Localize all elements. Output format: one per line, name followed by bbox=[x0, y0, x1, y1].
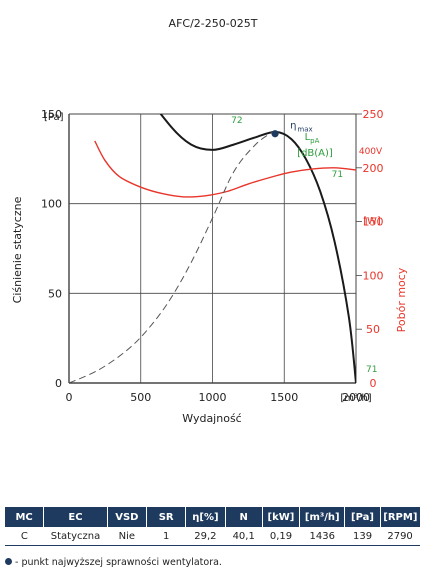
cell-flow: 1436 bbox=[299, 527, 345, 546]
max-efficiency-dot-icon bbox=[5, 558, 12, 565]
cell-eta: 29,2 bbox=[185, 527, 226, 546]
pressure-curve bbox=[159, 114, 356, 383]
y2-axis-title: Pobór mocy bbox=[395, 267, 408, 332]
y-unit-label: [Pa] bbox=[44, 112, 64, 123]
x-unit-label: [m³/h] bbox=[340, 393, 371, 404]
spec-table-header: MC EC VSD SR η[%] N [kW] [m³/h] [Pa] [RP… bbox=[5, 507, 420, 527]
cell-kw: 0,19 bbox=[262, 527, 300, 546]
y2-tick-label: 50 bbox=[366, 323, 380, 336]
lpa-label-sub: pA bbox=[310, 137, 319, 145]
col-pa: [Pa] bbox=[344, 507, 381, 527]
y-tick-label: 0 bbox=[55, 377, 62, 390]
x-tick-label: 500 bbox=[130, 391, 151, 404]
eta-max-label: ηmax bbox=[290, 121, 313, 134]
col-mc: MC bbox=[5, 507, 45, 527]
grid bbox=[68, 113, 362, 384]
y2-tick-label: 100 bbox=[363, 269, 384, 282]
lpa-value-top: 72 bbox=[231, 116, 242, 126]
cell-sr: 1 bbox=[146, 527, 186, 546]
table-row: C Statyczna Nie 1 29,2 40,1 0,19 1436 13… bbox=[5, 527, 420, 546]
y-tick-label: 100 bbox=[41, 198, 62, 211]
efficiency-curve bbox=[69, 131, 274, 383]
x-tick-label: 1000 bbox=[199, 391, 227, 404]
col-flow: [m³/h] bbox=[299, 507, 346, 527]
lpa-value-bottom: 71 bbox=[366, 365, 377, 375]
y-tick-label: 50 bbox=[48, 287, 62, 300]
fan-chart: 0 500 1000 1500 2000050100150050100150200250… bbox=[11, 17, 408, 425]
power-curve bbox=[94, 140, 356, 198]
y2-tick-label: 0 bbox=[370, 377, 377, 390]
y2-tick-label: 150 bbox=[363, 216, 384, 229]
col-n: N bbox=[225, 507, 263, 527]
lpa-unit: [dB(A)] bbox=[297, 148, 333, 159]
footnote-text: - punkt najwyższej sprawności wentylator… bbox=[15, 557, 222, 568]
x-tick-label: 0 bbox=[66, 391, 73, 404]
x-tick-label: 2000 bbox=[342, 391, 370, 404]
y-tick-label: 150 bbox=[41, 108, 62, 121]
y2-tick-label: 200 bbox=[363, 162, 384, 175]
eta-symbol: η bbox=[290, 121, 296, 132]
power-voltage-label: 400V bbox=[359, 147, 383, 157]
col-sr: SR bbox=[146, 507, 187, 527]
col-eta: η[%] bbox=[185, 507, 226, 527]
x-tick-label: 1500 bbox=[270, 391, 298, 404]
annotations: ηmax 72 71 71 400V bbox=[231, 116, 383, 375]
cell-pa: 139 bbox=[344, 527, 381, 546]
col-vsd: VSD bbox=[107, 507, 148, 527]
lpa-label: LpA bbox=[305, 132, 320, 145]
cell-mc: C bbox=[5, 527, 44, 546]
col-ec: EC bbox=[43, 507, 108, 527]
lpa-label-main: L bbox=[305, 132, 311, 143]
y2-tick-label: 250 bbox=[363, 108, 384, 121]
y-axis-title: Ciśnienie statyczne bbox=[11, 196, 24, 303]
eta-subscript: max bbox=[297, 126, 312, 134]
series bbox=[69, 114, 356, 383]
lpa-value-mid: 71 bbox=[332, 170, 343, 180]
cell-n: 40,1 bbox=[225, 527, 263, 546]
cell-rpm: 2790 bbox=[380, 527, 420, 546]
x-axis-title: Wydajność bbox=[182, 412, 241, 425]
max-efficiency-point bbox=[271, 130, 279, 138]
cell-vsd: Nie bbox=[107, 527, 147, 546]
col-rpm: [RPM] bbox=[380, 507, 420, 527]
cell-ec: Statyczna bbox=[43, 527, 108, 546]
footnote: - punkt najwyższej sprawności wentylator… bbox=[5, 557, 222, 568]
y2-unit-label: [W] bbox=[363, 216, 381, 227]
chart-title: AFC/2-250-025T bbox=[169, 17, 258, 30]
col-kw: [kW] bbox=[262, 507, 301, 527]
spec-table: MC EC VSD SR η[%] N [kW] [m³/h] [Pa] [RP… bbox=[5, 507, 420, 546]
